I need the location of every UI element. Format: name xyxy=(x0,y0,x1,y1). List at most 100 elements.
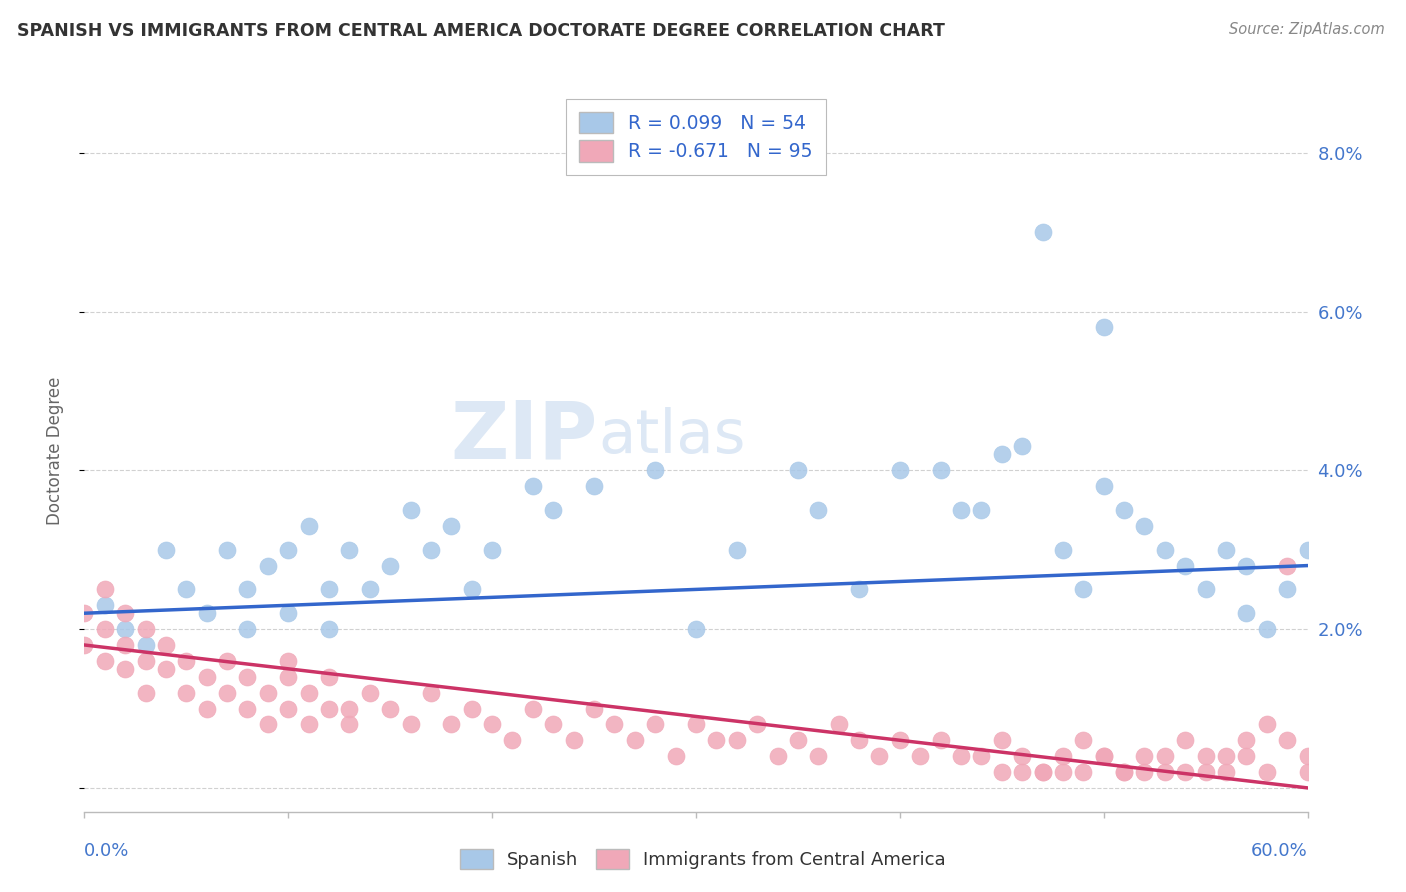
Point xyxy=(848,582,870,597)
Point xyxy=(950,503,973,517)
Point xyxy=(725,542,748,557)
Point xyxy=(73,606,96,620)
Point xyxy=(1215,764,1237,779)
Point xyxy=(1092,320,1115,334)
Point xyxy=(970,503,993,517)
Text: atlas: atlas xyxy=(598,407,745,466)
Point xyxy=(217,654,239,668)
Point xyxy=(217,685,239,699)
Point xyxy=(93,599,115,613)
Point xyxy=(420,685,443,699)
Point xyxy=(217,542,239,557)
Point xyxy=(562,733,585,747)
Point xyxy=(399,717,422,731)
Point xyxy=(889,733,911,747)
Point xyxy=(1296,764,1319,779)
Point xyxy=(1215,542,1237,557)
Point xyxy=(1236,733,1258,747)
Point xyxy=(155,638,177,652)
Point xyxy=(1277,733,1299,747)
Point xyxy=(1032,764,1054,779)
Point xyxy=(1154,749,1177,764)
Point xyxy=(380,701,402,715)
Point xyxy=(1092,749,1115,764)
Point xyxy=(93,654,115,668)
Point xyxy=(766,749,789,764)
Point xyxy=(93,622,115,636)
Point xyxy=(1052,749,1074,764)
Point xyxy=(236,701,259,715)
Point xyxy=(1296,542,1319,557)
Point xyxy=(298,717,321,731)
Point xyxy=(1277,582,1299,597)
Point xyxy=(910,749,932,764)
Y-axis label: Doctorate Degree: Doctorate Degree xyxy=(45,376,63,524)
Point xyxy=(339,701,361,715)
Point xyxy=(1114,764,1136,779)
Point xyxy=(950,749,973,764)
Point xyxy=(1174,733,1197,747)
Point xyxy=(1092,749,1115,764)
Point xyxy=(318,582,340,597)
Text: ZIP: ZIP xyxy=(451,397,598,475)
Point xyxy=(236,582,259,597)
Point xyxy=(807,503,830,517)
Point xyxy=(644,717,666,731)
Point xyxy=(298,519,321,533)
Point xyxy=(522,479,544,493)
Point xyxy=(1154,764,1177,779)
Point xyxy=(1073,764,1095,779)
Point xyxy=(135,622,157,636)
Point xyxy=(440,717,463,731)
Point xyxy=(174,654,197,668)
Point xyxy=(991,447,1014,461)
Point xyxy=(114,662,136,676)
Point xyxy=(1133,519,1156,533)
Legend: Spanish, Immigrants from Central America: Spanish, Immigrants from Central America xyxy=(451,839,955,879)
Point xyxy=(1011,764,1033,779)
Point xyxy=(787,463,810,477)
Point xyxy=(1277,558,1299,573)
Point xyxy=(1011,749,1033,764)
Point xyxy=(257,717,280,731)
Point xyxy=(828,717,851,731)
Point xyxy=(461,582,484,597)
Point xyxy=(1154,542,1177,557)
Point xyxy=(93,582,115,597)
Point xyxy=(583,701,606,715)
Point xyxy=(991,733,1014,747)
Point xyxy=(1296,749,1319,764)
Point xyxy=(1092,479,1115,493)
Point xyxy=(277,670,299,684)
Point xyxy=(359,685,381,699)
Point xyxy=(1195,749,1218,764)
Point xyxy=(543,503,565,517)
Point xyxy=(1256,717,1278,731)
Point xyxy=(236,622,259,636)
Point xyxy=(257,685,280,699)
Point xyxy=(869,749,891,764)
Point xyxy=(991,764,1014,779)
Point xyxy=(298,685,321,699)
Point xyxy=(502,733,524,747)
Point xyxy=(155,662,177,676)
Point xyxy=(174,685,197,699)
Point xyxy=(1195,582,1218,597)
Point xyxy=(1032,225,1054,239)
Point xyxy=(807,749,830,764)
Point xyxy=(1174,764,1197,779)
Point xyxy=(481,542,503,557)
Point xyxy=(1236,606,1258,620)
Text: 0.0%: 0.0% xyxy=(84,842,129,860)
Point xyxy=(685,717,707,731)
Point xyxy=(624,733,647,747)
Point xyxy=(1133,764,1156,779)
Point xyxy=(929,463,952,477)
Legend: R = 0.099   N = 54, R = -0.671   N = 95: R = 0.099 N = 54, R = -0.671 N = 95 xyxy=(567,99,825,175)
Point xyxy=(195,670,218,684)
Point xyxy=(155,542,177,557)
Point xyxy=(277,701,299,715)
Point xyxy=(359,582,381,597)
Point xyxy=(135,685,157,699)
Point xyxy=(135,638,157,652)
